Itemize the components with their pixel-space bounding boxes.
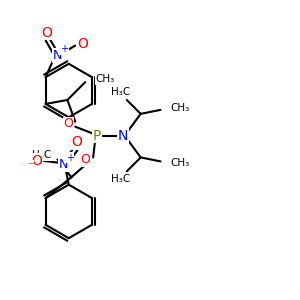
Text: O: O xyxy=(71,135,82,149)
Text: O: O xyxy=(63,117,73,130)
Text: H₃C: H₃C xyxy=(32,150,51,161)
Text: P: P xyxy=(93,129,101,142)
Text: O: O xyxy=(80,153,90,166)
Text: O: O xyxy=(77,38,88,52)
Text: H₃C: H₃C xyxy=(111,174,130,184)
Text: CH₃: CH₃ xyxy=(170,103,190,113)
Text: O: O xyxy=(41,26,52,40)
Text: ⁻: ⁻ xyxy=(27,160,33,173)
Text: O: O xyxy=(32,154,43,168)
Text: N: N xyxy=(118,129,128,142)
Text: +: + xyxy=(66,153,74,163)
Text: +: + xyxy=(60,44,68,54)
Text: H₃C: H₃C xyxy=(111,87,130,97)
Text: CH₃: CH₃ xyxy=(95,74,114,84)
Text: N: N xyxy=(59,158,68,171)
Text: N: N xyxy=(53,49,62,62)
Text: CH₃: CH₃ xyxy=(170,158,190,168)
